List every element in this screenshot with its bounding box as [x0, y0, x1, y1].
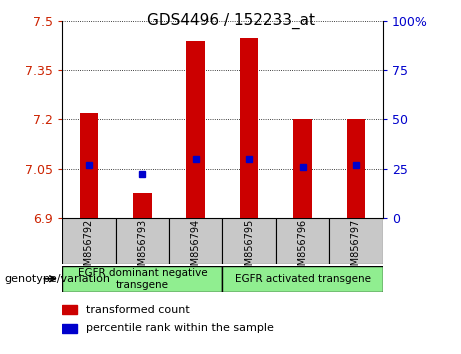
Text: genotype/variation: genotype/variation — [5, 274, 111, 284]
Bar — [223, 218, 276, 264]
Text: percentile rank within the sample: percentile rank within the sample — [86, 323, 274, 333]
Bar — [62, 266, 222, 292]
Text: GSM856792: GSM856792 — [84, 219, 94, 278]
Text: EGFR activated transgene: EGFR activated transgene — [235, 274, 371, 284]
Bar — [62, 218, 116, 264]
Text: transformed count: transformed count — [86, 305, 190, 315]
Bar — [62, 324, 77, 333]
Bar — [133, 193, 152, 218]
Bar — [223, 266, 383, 292]
Text: GSM856794: GSM856794 — [191, 219, 201, 278]
Text: GSM856795: GSM856795 — [244, 219, 254, 278]
Bar — [116, 218, 169, 264]
Bar — [329, 218, 383, 264]
Bar — [80, 113, 98, 218]
Bar — [276, 218, 329, 264]
Bar — [169, 218, 222, 264]
Bar — [240, 38, 259, 218]
Text: GSM856793: GSM856793 — [137, 219, 148, 278]
Bar — [347, 120, 365, 218]
Text: EGFR dominant negative
transgene: EGFR dominant negative transgene — [77, 268, 207, 290]
Bar — [293, 120, 312, 218]
Text: GSM856796: GSM856796 — [297, 219, 307, 278]
Text: GSM856797: GSM856797 — [351, 219, 361, 278]
Bar — [62, 305, 77, 314]
Text: GDS4496 / 152233_at: GDS4496 / 152233_at — [147, 12, 314, 29]
Bar — [186, 41, 205, 218]
